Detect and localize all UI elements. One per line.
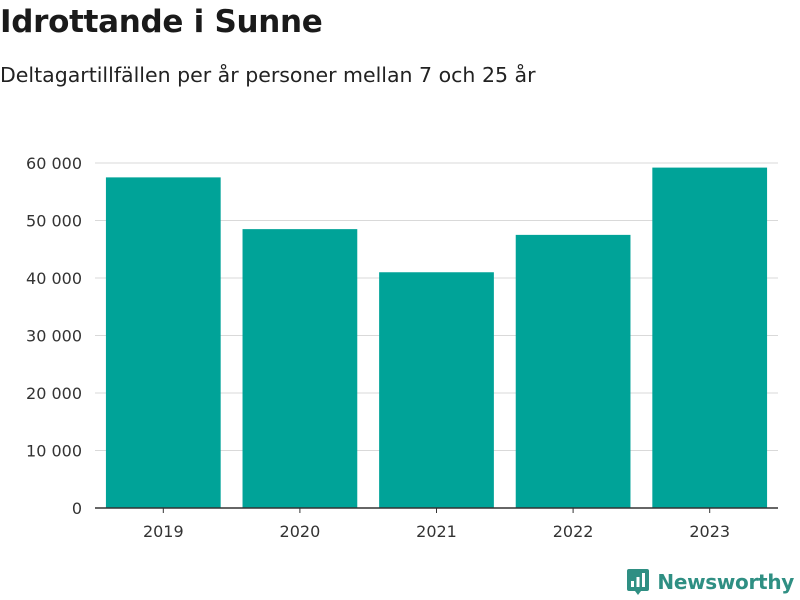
bar-2020 bbox=[242, 229, 358, 508]
bar-2022 bbox=[515, 234, 631, 508]
y-tick-label: 40 000 bbox=[26, 269, 82, 288]
chart-subtitle: Deltagartillfällen per år personer mella… bbox=[0, 63, 536, 87]
x-tick-label: 2020 bbox=[280, 522, 321, 541]
x-tick-label: 2022 bbox=[553, 522, 594, 541]
x-tick-label: 2023 bbox=[689, 522, 730, 541]
brand-name: Newsworthy bbox=[657, 570, 794, 594]
bar-2023 bbox=[652, 167, 768, 508]
y-tick-label: 20 000 bbox=[26, 384, 82, 403]
y-tick-label: 50 000 bbox=[26, 212, 82, 231]
y-tick-label: 30 000 bbox=[26, 327, 82, 346]
y-tick-label: 10 000 bbox=[26, 442, 82, 461]
newsworthy-logo: Newsworthy bbox=[626, 567, 794, 597]
chart-title: Idrottande i Sunne bbox=[0, 4, 323, 40]
bar-chart-pin-icon bbox=[627, 569, 650, 595]
bar-2021 bbox=[379, 272, 494, 508]
y-tick-label: 0 bbox=[72, 499, 82, 518]
x-tick-label: 2021 bbox=[416, 522, 457, 541]
y-tick-label: 60 000 bbox=[26, 154, 82, 173]
bar-2019 bbox=[105, 177, 221, 508]
x-tick-label: 2019 bbox=[143, 522, 184, 541]
